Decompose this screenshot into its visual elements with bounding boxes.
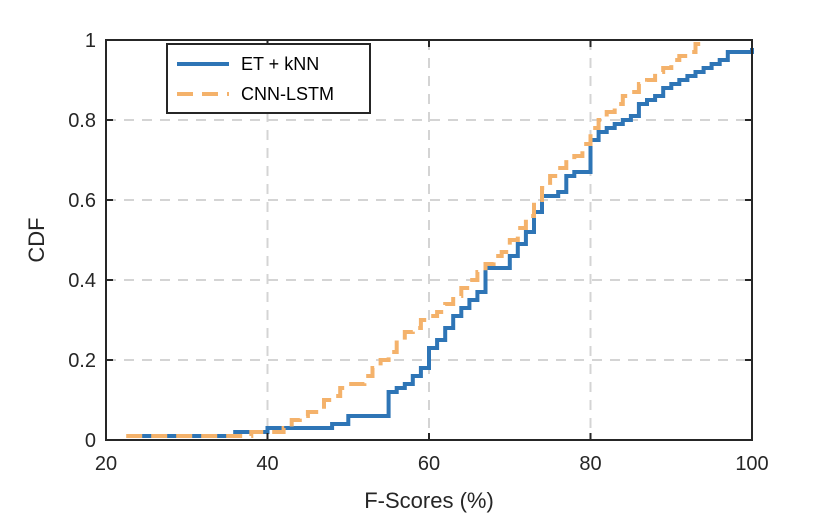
- x-tick-label: 20: [95, 453, 117, 475]
- y-tick-label: 0.8: [68, 110, 96, 132]
- x-tick-label: 60: [418, 453, 440, 475]
- x-axis-label: F-Scores (%): [364, 488, 494, 513]
- x-tick-label: 100: [735, 453, 768, 475]
- legend-box: [166, 43, 371, 114]
- legend-label-cnn-lstm: CNN-LSTM: [241, 84, 334, 104]
- axis-labels: F-Scores (%) CDF: [24, 217, 494, 513]
- y-axis-label: CDF: [24, 217, 49, 262]
- series-layer: [126, 40, 754, 438]
- y-tick-label: 0.4: [68, 270, 96, 292]
- series-line-0: [130, 48, 754, 438]
- y-tick-label: 0.2: [68, 350, 96, 372]
- y-tick-label: 0.6: [68, 190, 96, 212]
- legend: ET + kNN CNN-LSTM: [166, 43, 371, 114]
- series-line-1: [126, 40, 706, 438]
- y-tick-label: 0: [85, 430, 96, 452]
- x-tick-label: 80: [579, 453, 601, 475]
- x-tick-label: 40: [256, 453, 278, 475]
- ticks: 20 40 60 80 100 0 0.2 0.4 0.6 0.8 1: [68, 30, 769, 475]
- y-tick-label: 1: [85, 30, 96, 52]
- legend-label-et-knn: ET + kNN: [241, 54, 319, 74]
- grid: [106, 40, 752, 440]
